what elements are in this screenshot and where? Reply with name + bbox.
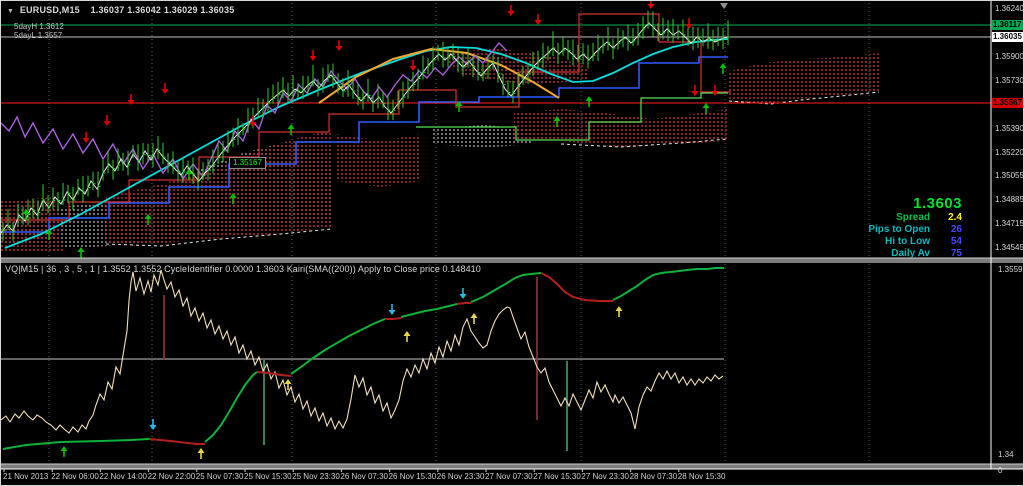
time-tick-label: 25 Nov 15:30 xyxy=(244,472,292,481)
market-info-panel: 1.3603 Spread 2.4 Pips to Open 26 Hi to Low 5… xyxy=(762,196,962,258)
info-row: Spread 2.4 xyxy=(896,212,962,223)
time-axis[interactable]: 21 Nov 2013 22 Nov 06:00 22 Nov 14:00 22 No… xyxy=(1,469,991,485)
time-tick-label: 26 Nov 23:30 xyxy=(436,472,485,481)
sub-axis-corner-label: 0 xyxy=(998,466,1003,475)
indicator-header: VQ|M15 | 36 , 3 , 5 , 1 | 1.3552 1.3552 … xyxy=(5,264,481,274)
time-tick-label: 28 Nov 15:30 xyxy=(677,472,726,481)
ohlc-values: 1.36037 1.36042 1.36029 1.36035 xyxy=(90,5,235,15)
indicator-subwindow[interactable] xyxy=(1,250,724,459)
sub-axis-bottom-label: 1.34 xyxy=(998,450,1014,459)
time-tick-label: 22 Nov 06:00 xyxy=(51,472,99,481)
time-tick-label: 26 Nov 07:30 xyxy=(340,472,388,481)
time-tick-label: 27 Nov 23:30 xyxy=(581,472,629,481)
main-chart-area[interactable] xyxy=(1,13,991,251)
time-tick-label: 21 Nov 2013 xyxy=(3,472,49,481)
chart-shift-marker-icon xyxy=(720,3,728,9)
time-tick-label: 25 Nov 07:30 xyxy=(195,472,244,481)
price-tick-label: 1.35055 xyxy=(995,171,1024,180)
day-low-label: 5dayL 1.3557 xyxy=(14,31,63,40)
symbol-title[interactable]: ▼ EURUSD,M15 1.36037 1.36042 1.36029 1.3… xyxy=(7,5,234,15)
info-row: Hi to Low 54 xyxy=(885,236,962,247)
time-tick-label: 22 Nov 22:00 xyxy=(147,472,196,481)
symbol-dropdown-icon[interactable]: ▼ xyxy=(7,8,15,15)
time-tick-label: 27 Nov 15:30 xyxy=(533,472,581,481)
candles xyxy=(2,10,731,242)
price-tick-label: 1.35390 xyxy=(995,124,1024,133)
time-tick-label: 27 Nov 07:30 xyxy=(485,472,533,481)
current-price: 1.3603 xyxy=(913,196,962,212)
price-axis[interactable]: 1.36240 1.35900 1.35730 1.35390 1.35220 1.350… xyxy=(992,1,1024,469)
price-tag-label: 1.35167 xyxy=(229,157,266,169)
price-tick-label: 1.35730 xyxy=(995,76,1024,85)
sub-axis-top-label: 1.3559 xyxy=(998,265,1023,274)
price-tick-label: 1.34545 xyxy=(995,243,1024,252)
symbol-name: EURUSD,M15 xyxy=(19,5,80,15)
price-marker: 1.35567 xyxy=(992,98,1023,108)
price-tick-label: 1.35900 xyxy=(995,52,1024,61)
price-marker: 1.36035 xyxy=(992,32,1023,42)
signal-arrows xyxy=(22,1,727,258)
day-high-label: 5dayH 1.3612 xyxy=(14,22,64,31)
price-tick-label: 1.34715 xyxy=(995,219,1024,228)
info-row: Daily Av 75 xyxy=(891,248,962,258)
time-tick-label: 28 Nov 07:30 xyxy=(629,472,678,481)
price-marker: 1.36117 xyxy=(992,20,1023,30)
info-row: Pips to Open 26 xyxy=(868,224,962,235)
price-tick-label: 1.36240 xyxy=(995,4,1024,13)
time-tick-label: 26 Nov 15:30 xyxy=(388,472,437,481)
price-tick-label: 1.34885 xyxy=(995,195,1024,204)
time-tick-label: 25 Nov 23:30 xyxy=(292,472,340,481)
price-tick-label: 1.35220 xyxy=(995,148,1024,157)
time-tick-label: 22 Nov 14:00 xyxy=(99,472,147,481)
